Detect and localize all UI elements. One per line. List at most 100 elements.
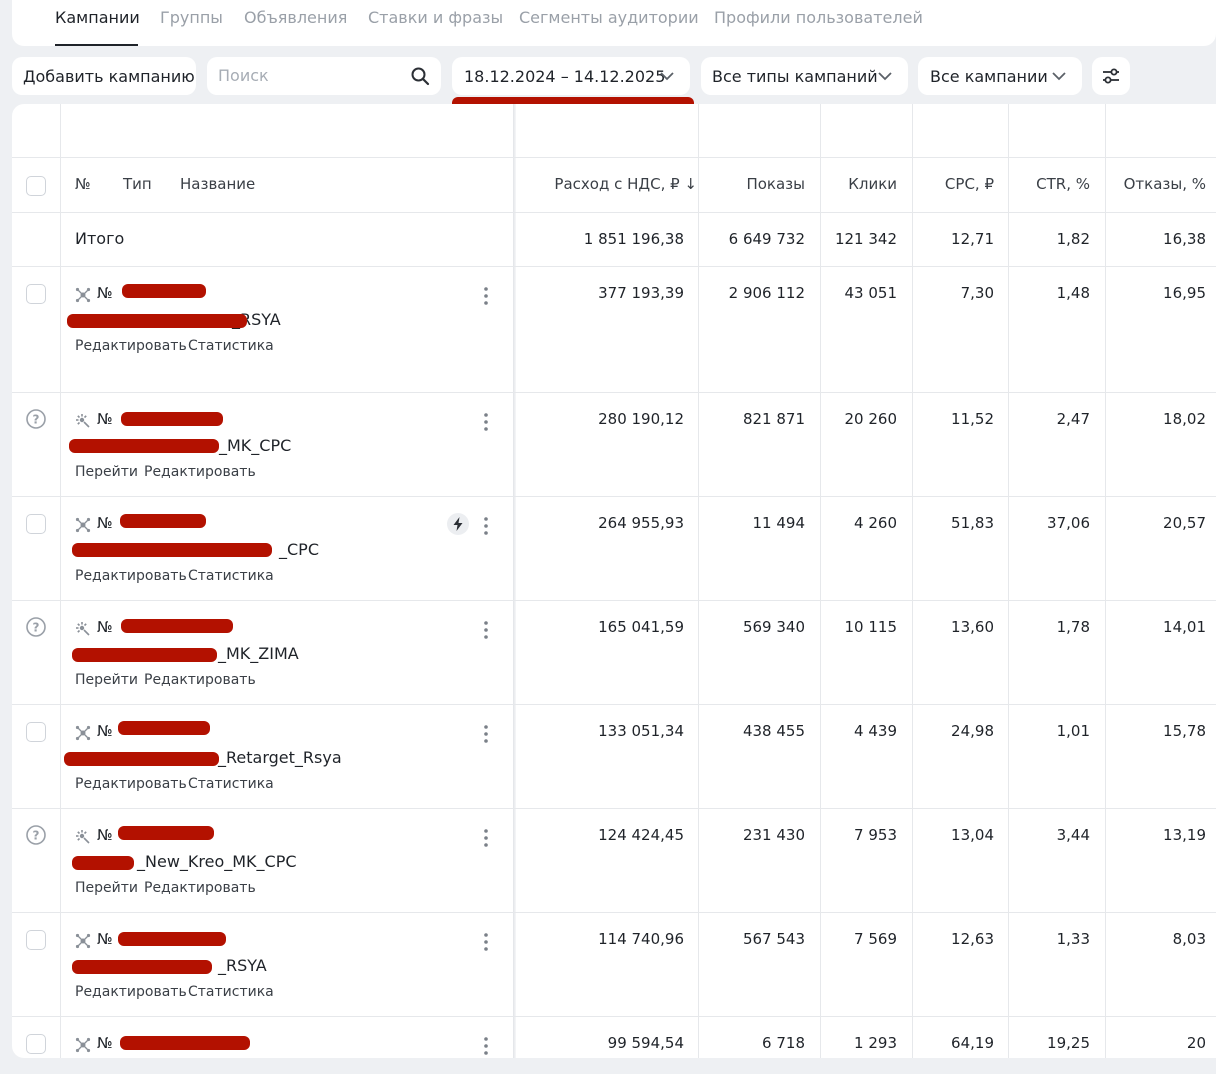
column-header-type[interactable]: Тип xyxy=(123,175,152,193)
tab-user-profiles[interactable]: Профили пользователей xyxy=(714,8,923,27)
row-action-link-primary[interactable]: Перейти xyxy=(75,464,138,480)
campaign-name[interactable]: _MK_ZIMA xyxy=(218,644,299,663)
campaign-name[interactable]: _Retarget_Rsya xyxy=(218,748,342,767)
select-all-checkbox[interactable] xyxy=(26,176,46,196)
row-menu-icon[interactable] xyxy=(483,828,489,848)
date-range-select[interactable]: 18.12.2024 – 14.12.2025 xyxy=(452,57,690,95)
column-header-name[interactable]: Название xyxy=(180,175,256,193)
row-menu-icon[interactable] xyxy=(483,516,489,536)
column-header-no[interactable]: № xyxy=(75,175,91,193)
column-header-clicks[interactable]: Клики xyxy=(848,175,897,193)
row-impressions: 11 494 xyxy=(752,514,806,532)
row-impressions: 231 430 xyxy=(742,826,805,844)
row-ctr: 1,78 xyxy=(1056,618,1090,636)
total-clicks: 121 342 xyxy=(834,230,897,248)
column-header-impressions[interactable]: Показы xyxy=(746,175,805,193)
campaigns-filter-select[interactable]: Все кампании xyxy=(918,57,1082,95)
row-action-link-secondary[interactable]: Редактировать xyxy=(144,880,256,896)
sticky-column-divider xyxy=(513,104,516,1058)
row-menu-icon[interactable] xyxy=(483,412,489,432)
row-action-link-primary[interactable]: Редактировать xyxy=(75,568,187,584)
date-range-value: 18.12.2024 – 14.12.2025 xyxy=(464,66,666,86)
column-header-bounces[interactable]: Отказы, % xyxy=(1123,175,1206,193)
row-cpc: 7,30 xyxy=(960,284,994,302)
row-menu-icon[interactable] xyxy=(483,932,489,952)
row-ctr: 37,06 xyxy=(1047,514,1090,532)
autotarget-bolt-icon[interactable] xyxy=(446,512,470,536)
row-action-link-secondary[interactable]: Редактировать xyxy=(144,464,256,480)
row-bounces: 15,78 xyxy=(1163,722,1206,740)
row-menu-icon[interactable] xyxy=(483,286,489,306)
row-action-link-primary[interactable]: Перейти xyxy=(75,880,138,896)
row-clicks: 7 953 xyxy=(854,826,897,844)
tab-campaigns[interactable]: Кампании xyxy=(55,8,140,27)
svg-text:?: ? xyxy=(33,621,40,635)
search-campaign-icon xyxy=(76,830,90,844)
row-action-link-primary[interactable]: Редактировать xyxy=(75,776,187,792)
tab-ads[interactable]: Объявления xyxy=(244,8,348,27)
total-cpc: 12,71 xyxy=(951,230,994,248)
redaction-mark xyxy=(72,856,134,870)
campaign-name[interactable]: _CPC xyxy=(279,540,319,559)
row-bounces: 8,03 xyxy=(1172,930,1206,948)
row-divider xyxy=(12,392,1216,393)
row-bounces: 18,02 xyxy=(1163,410,1206,428)
row-action-link-secondary[interactable]: Статистика xyxy=(188,338,274,354)
campaign-name[interactable]: _RSYA xyxy=(218,956,267,975)
svg-text:?: ? xyxy=(33,829,40,843)
row-action-link-secondary[interactable]: Статистика xyxy=(188,568,274,584)
row-action-link-primary[interactable]: Перейти xyxy=(75,672,138,688)
search-placeholder: Поиск xyxy=(218,66,269,85)
help-icon[interactable]: ? xyxy=(25,616,47,638)
total-label: Итого xyxy=(75,229,125,248)
campaign-types-select[interactable]: Все типы кампаний xyxy=(701,57,908,95)
search-campaign-icon xyxy=(76,414,90,428)
row-checkbox[interactable] xyxy=(26,722,46,742)
redaction-mark xyxy=(120,1036,250,1050)
row-ctr: 19,25 xyxy=(1047,1034,1090,1052)
search-campaign-icon xyxy=(76,622,90,636)
row-divider xyxy=(12,157,1216,158)
redaction-mark xyxy=(121,412,223,426)
row-checkbox[interactable] xyxy=(26,930,46,950)
row-clicks: 4 260 xyxy=(854,514,897,532)
help-icon[interactable]: ? xyxy=(25,408,47,430)
search-input[interactable]: Поиск xyxy=(207,57,441,95)
tab-groups[interactable]: Группы xyxy=(160,8,223,27)
row-ctr: 3,44 xyxy=(1056,826,1090,844)
redaction-mark xyxy=(118,932,226,946)
help-icon[interactable]: ? xyxy=(25,824,47,846)
row-divider xyxy=(12,808,1216,809)
row-cpc: 13,04 xyxy=(951,826,994,844)
row-checkbox[interactable] xyxy=(26,514,46,534)
tab-bids-phrases[interactable]: Ставки и фразы xyxy=(368,8,504,27)
row-checkbox[interactable] xyxy=(26,284,46,304)
settings-button[interactable] xyxy=(1092,57,1130,95)
row-action-link-secondary[interactable]: Статистика xyxy=(188,984,274,1000)
row-spend: 99 594,54 xyxy=(607,1034,684,1052)
tab-audience-segments[interactable]: Сегменты аудитории xyxy=(519,8,699,27)
row-menu-icon[interactable] xyxy=(483,724,489,744)
row-spend: 264 955,93 xyxy=(598,514,684,532)
add-campaign-button[interactable]: Добавить кампанию xyxy=(12,57,196,95)
row-clicks: 20 260 xyxy=(844,410,898,428)
campaign-types-value: Все типы кампаний xyxy=(712,66,878,86)
column-header-ctr[interactable]: CTR, % xyxy=(1036,175,1090,193)
row-menu-icon[interactable] xyxy=(483,620,489,640)
campaign-number: № xyxy=(97,514,113,532)
row-bounces: 16,95 xyxy=(1163,284,1206,302)
campaign-name[interactable]: _MK_CPC xyxy=(219,436,292,455)
row-action-link-primary[interactable]: Редактировать xyxy=(75,984,187,1000)
row-checkbox[interactable] xyxy=(26,1034,46,1054)
column-header-cpc[interactable]: CPC, ₽ xyxy=(944,175,994,193)
row-action-link-secondary[interactable]: Редактировать xyxy=(144,672,256,688)
row-divider xyxy=(12,496,1216,497)
campaign-name[interactable]: _New_Kreo_MK_CPC xyxy=(137,852,297,871)
row-action-link-secondary[interactable]: Статистика xyxy=(188,776,274,792)
row-impressions: 821 871 xyxy=(742,410,805,428)
row-action-link-primary[interactable]: Редактировать xyxy=(75,338,187,354)
row-menu-icon[interactable] xyxy=(483,1036,489,1056)
row-divider xyxy=(12,704,1216,705)
column-header-spend[interactable]: Расход с НДС, ₽ ↓ xyxy=(554,175,697,193)
search-icon xyxy=(411,67,430,86)
